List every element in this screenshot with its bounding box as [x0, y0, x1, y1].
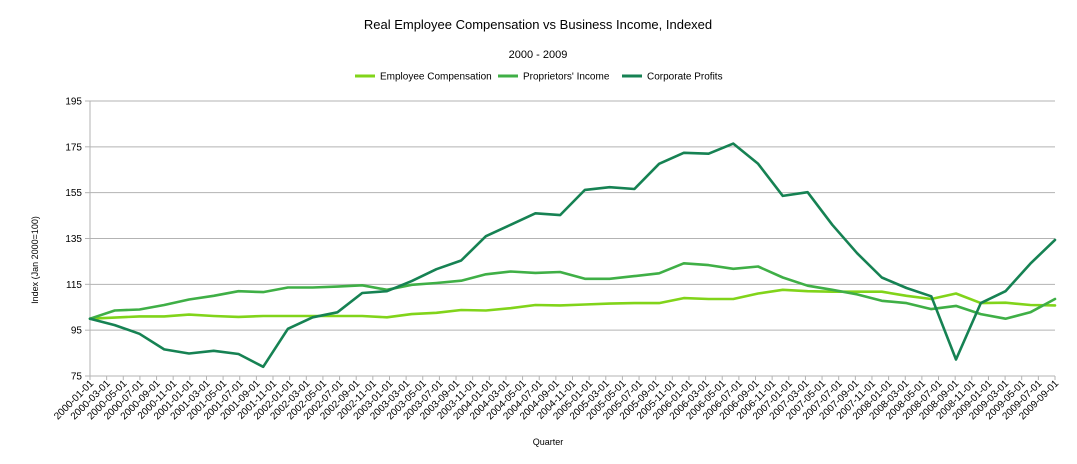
y-tick-label: 75: [71, 372, 83, 383]
legend-label-1: Proprietors' Income: [523, 72, 610, 83]
y-tick-label: 95: [71, 326, 83, 337]
x-axis-ticks: 2000-01-012000-03-012000-05-012000-07-01…: [52, 376, 1061, 422]
y-axis-ticks: 75 95 115 135 155 175 195: [65, 97, 82, 383]
series-line-2: [88, 142, 1057, 369]
y-axis-label: Index (Jan 2000=100): [30, 216, 40, 304]
legend-label-0: Employee Compensation: [380, 72, 492, 83]
series-lines: [88, 142, 1057, 369]
y-tick-label: 175: [65, 142, 82, 153]
y-tick-label: 135: [65, 234, 82, 245]
legend: Employee Compensation Proprietors' Income…: [355, 72, 723, 83]
chart-title: Real Employee Compensation vs Business I…: [364, 17, 712, 32]
y-tick-label: 155: [65, 188, 82, 199]
gridlines: [85, 100, 1055, 377]
x-axis-label: Quarter: [533, 437, 564, 447]
y-tick-label: 115: [66, 280, 82, 291]
series-line-0: [88, 288, 1057, 321]
y-tick-label: 195: [65, 97, 82, 108]
series-line-1: [88, 261, 1057, 321]
legend-label-2: Corporate Profits: [647, 72, 723, 83]
chart-subtitle: 2000 - 2009: [509, 49, 568, 61]
